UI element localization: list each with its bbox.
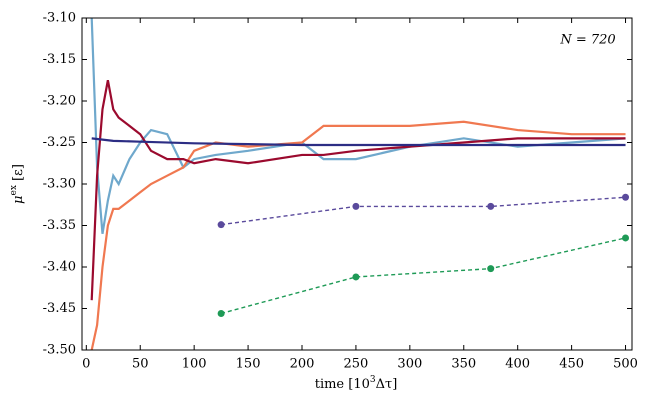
series-point bbox=[487, 202, 495, 210]
series-line bbox=[90, 120, 626, 350]
series-point bbox=[622, 193, 630, 201]
y-tick-label: -3.15 bbox=[43, 52, 76, 67]
annotation: N = 720 bbox=[559, 33, 615, 48]
series-point bbox=[217, 309, 225, 317]
x-label-part: 3 bbox=[370, 375, 376, 385]
x-tick-label: 300 bbox=[397, 357, 422, 372]
x-tick-label: 500 bbox=[613, 357, 638, 372]
y-tick-label: -3.35 bbox=[43, 218, 76, 233]
x-label-part: time [10 bbox=[315, 377, 370, 392]
x-tick-label: 50 bbox=[132, 357, 149, 372]
series-point bbox=[352, 202, 360, 210]
series-point bbox=[622, 234, 630, 242]
y-tick-label: -3.50 bbox=[43, 343, 76, 358]
x-tick-label: 350 bbox=[451, 357, 476, 372]
x-tick-label: 100 bbox=[182, 357, 207, 372]
series-line bbox=[221, 196, 626, 226]
y-label-part: μ bbox=[11, 195, 26, 203]
x-tick-label: 200 bbox=[290, 357, 315, 372]
x-tick-label: 250 bbox=[344, 357, 369, 372]
y-tick-label: -3.40 bbox=[43, 260, 76, 275]
series-point bbox=[487, 265, 495, 273]
y-tick-label: -3.30 bbox=[43, 177, 76, 192]
series-point bbox=[217, 221, 225, 229]
x-tick-label: 400 bbox=[505, 357, 530, 372]
y-tick-label: -3.20 bbox=[43, 94, 76, 109]
y-tick-label: -3.10 bbox=[43, 11, 76, 26]
x-tick-label: 150 bbox=[236, 357, 261, 372]
y-axis-label: μex [ε] bbox=[9, 164, 26, 204]
x-label-part: Δτ] bbox=[376, 377, 398, 392]
series-line bbox=[90, 18, 626, 234]
y-tick-label: -3.25 bbox=[43, 135, 76, 150]
series-line bbox=[220, 237, 626, 315]
y-label-part: ex bbox=[9, 185, 19, 195]
plot-frame bbox=[81, 17, 633, 351]
x-tick-label: 0 bbox=[82, 357, 90, 372]
y-tick-label: -3.45 bbox=[43, 301, 76, 316]
series-line bbox=[90, 80, 626, 301]
x-tick-label: 450 bbox=[559, 357, 584, 372]
series-point bbox=[352, 273, 360, 281]
y-label-part: [ε] bbox=[11, 164, 26, 185]
x-axis-label: time [103Δτ] bbox=[315, 375, 398, 392]
series-line bbox=[91, 137, 626, 147]
